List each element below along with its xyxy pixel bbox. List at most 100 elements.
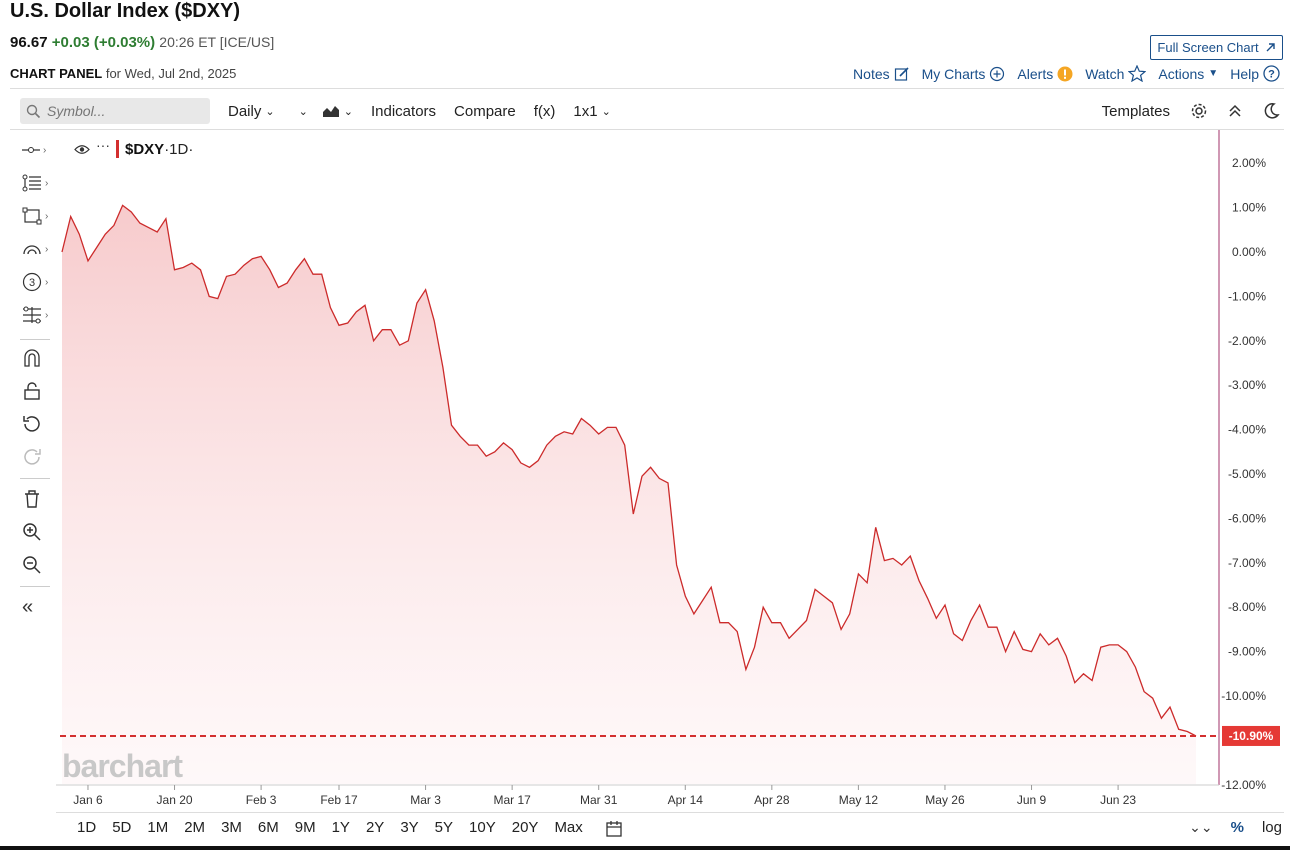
x-tick-label: Apr 14 [668,793,704,807]
y-tick-label: -7.00% [1228,556,1266,570]
range-button-1d[interactable]: 1D [77,819,97,836]
actions-menu[interactable]: Actions ▼ [1158,66,1218,82]
double-chevron-down-icon[interactable]: ⌄⌄ [1189,819,1213,835]
range-button-10y[interactable]: 10Y [469,819,496,836]
redo-button[interactable] [14,444,54,470]
range-button-9m[interactable]: 9M [294,819,316,836]
top-links: Notes My Charts Alerts Watch Actions ▼ H… [853,65,1280,82]
watch-link[interactable]: Watch [1085,65,1147,82]
collapse-tools-button[interactable]: « [14,594,54,620]
line-tool[interactable]: › [14,137,54,163]
undo-button[interactable] [14,411,54,437]
star-icon [1128,65,1147,82]
gear-icon[interactable] [1190,102,1208,120]
last-value-label: -10.90% [1229,729,1274,743]
collapse-up-icon[interactable] [1228,103,1242,119]
eye-icon[interactable] [74,144,90,155]
y-tick-label: -12.00% [1221,778,1266,792]
chevron-right-icon: › [45,210,49,222]
symbol-search[interactable] [20,98,210,124]
quote-meta: 20:26 ET [ICE/US] [159,34,275,50]
y-tick-label: -3.00% [1228,378,1266,392]
full-screen-label: Full Screen Chart [1157,40,1259,55]
alerts-link[interactable]: Alerts [1017,66,1073,82]
bar-type-select[interactable]: ⌄ [299,105,308,118]
divider [56,812,1284,813]
symbol-input[interactable] [47,103,197,119]
layout-select[interactable]: 1x1 ⌄ [573,103,610,120]
calendar-icon[interactable] [605,820,623,838]
last-price: 96.67 [10,34,48,51]
range-button-2y[interactable]: 2Y [365,819,385,836]
zoom-out-button[interactable] [14,552,54,578]
y-tick-label: -4.00% [1228,423,1266,437]
toolbar-right: Templates [1102,97,1280,125]
actions-label: Actions [1158,65,1205,82]
x-tick-label: May 26 [925,793,965,807]
log-scale-button[interactable]: log [1261,819,1282,836]
notes-link[interactable]: Notes [853,66,910,82]
range-button-3y[interactable]: 3Y [400,819,419,836]
zoom-in-button[interactable] [14,519,54,545]
measure-tool[interactable]: › [14,302,54,328]
bottom-border [0,846,1290,850]
arc-tool[interactable]: › [14,236,54,262]
x-tick-label: Apr 28 [754,793,790,807]
indicators-button[interactable]: Indicators [371,102,437,120]
number-three-icon: 3 [22,272,42,292]
y-tick-label: -9.00% [1228,645,1266,659]
interval-label: Daily [228,102,262,120]
full-screen-chart-button[interactable]: Full Screen Chart [1150,35,1283,60]
fib-tool[interactable]: › [14,170,54,196]
y-tick-label: -10.00% [1221,689,1266,703]
line-tool-icon [22,147,40,153]
chart-panel-label: CHART PANEL [10,66,103,81]
range-button-5d[interactable]: 5D [112,819,132,836]
unlock-icon [24,382,40,400]
x-tick-label: Jan 6 [73,793,103,807]
range-button-6m[interactable]: 6M [257,819,279,836]
x-tick-label: Feb 3 [246,793,277,807]
divider [20,339,50,340]
moon-icon[interactable] [1262,102,1280,120]
range-button-5y[interactable]: 5Y [434,819,454,836]
function-button[interactable]: f(x) [533,102,556,120]
chevron-right-icon: › [45,309,49,321]
y-tick-label: -1.00% [1228,289,1266,303]
x-tick-label: May 12 [839,793,879,807]
rectangle-tool-icon [22,207,42,225]
range-button-1m[interactable]: 1M [147,819,169,836]
my-charts-link[interactable]: My Charts [922,66,1006,82]
undo-icon [23,416,40,432]
delete-button[interactable] [14,486,54,512]
x-tick-label: Mar 3 [410,793,441,807]
divider [10,129,1284,130]
shape-tool[interactable]: › [14,203,54,229]
y-tick-label: 1.00% [1232,201,1266,215]
range-button-20y[interactable]: 20Y [511,819,539,836]
compare-button[interactable]: Compare [454,102,516,120]
lock-tool[interactable] [14,378,54,404]
more-options-icon[interactable]: ··· [96,137,110,153]
chart-style-select[interactable]: ⌄ [322,104,353,118]
x-tick-label: Mar 31 [580,793,618,807]
divider [20,478,50,479]
plus-circle-icon [990,66,1005,81]
percent-scale-button[interactable]: % [1230,819,1244,836]
interval-select[interactable]: Daily ⌄ [228,103,275,120]
expand-icon [1266,43,1275,52]
y-tick-label: -8.00% [1228,600,1266,614]
range-button-3m[interactable]: 3M [221,819,242,836]
layout-label: 1x1 [573,102,598,120]
measure-tool-icon [23,306,41,324]
list-tool-icon [22,174,41,192]
help-link[interactable]: Help ? [1230,65,1280,82]
magnet-tool[interactable] [14,345,54,371]
range-button-1y[interactable]: 1Y [331,819,350,836]
range-button-2m[interactable]: 2M [184,819,206,836]
elliott-tool[interactable]: 3 › [14,269,54,295]
templates-button[interactable]: Templates [1101,102,1170,120]
x-tick-label: Jun 23 [1100,793,1136,807]
range-button-max[interactable]: Max [554,819,583,836]
